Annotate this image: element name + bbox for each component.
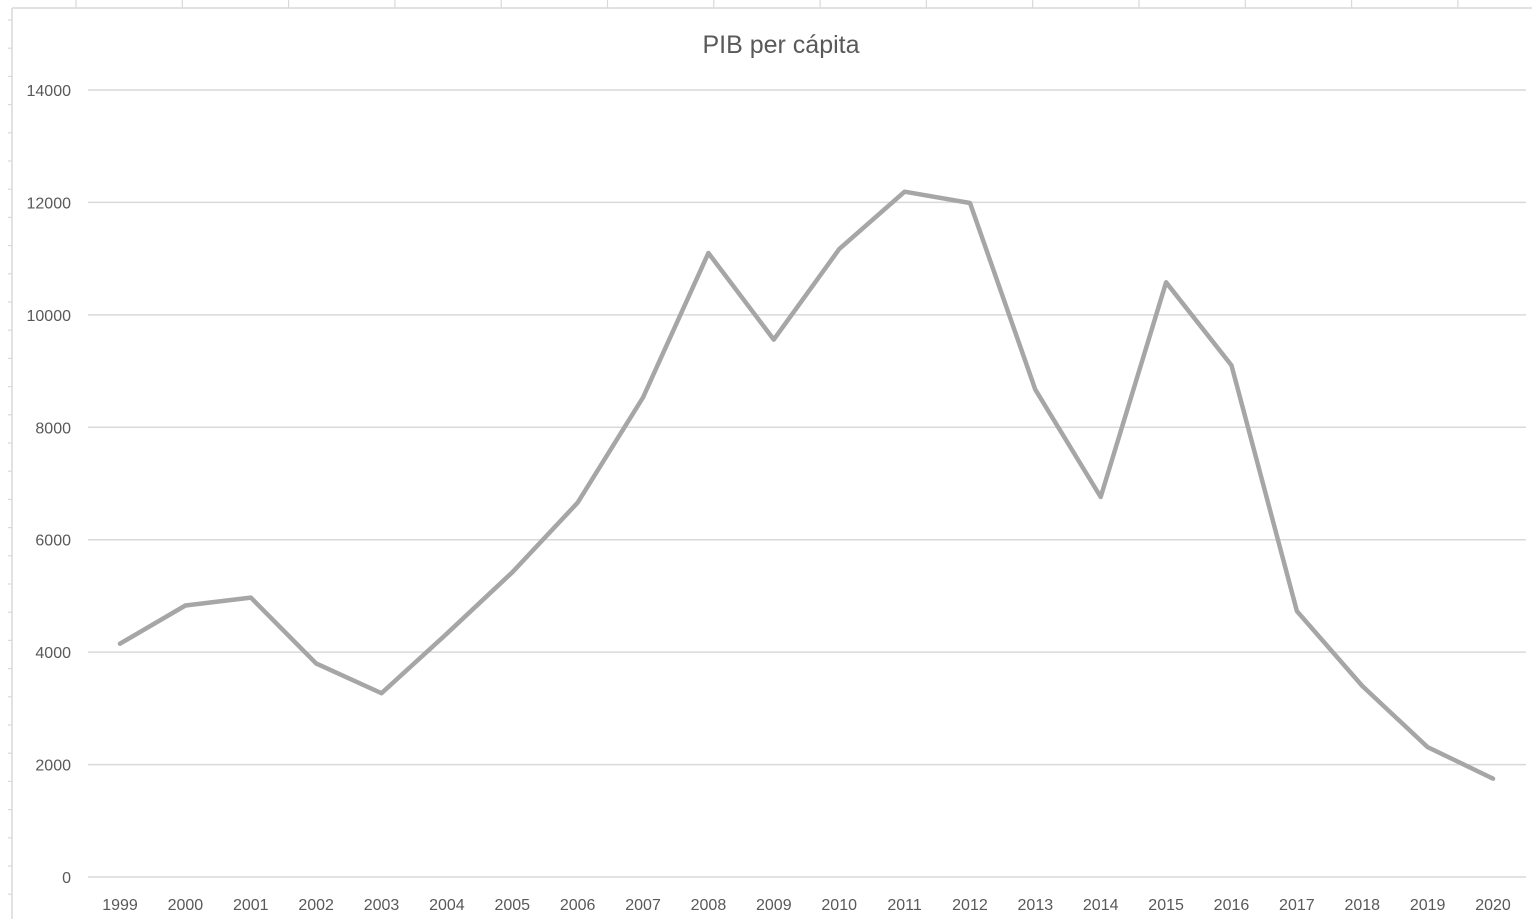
x-tick-label: 2002	[298, 897, 334, 914]
x-tick-label: 2017	[1279, 897, 1315, 914]
x-tick-label: 1999	[102, 897, 138, 914]
x-tick-label: 2008	[691, 897, 727, 914]
x-tick-label: 2015	[1148, 897, 1184, 914]
x-tick-label: 2012	[952, 897, 988, 914]
x-tick-label: 2010	[821, 897, 857, 914]
y-tick-label: 2000	[35, 758, 71, 775]
chart-title: PIB per cápita	[702, 31, 859, 59]
x-tick-label: 2009	[756, 897, 792, 914]
chart-frame	[8, 0, 1532, 919]
x-tick-label: 2006	[560, 897, 596, 914]
x-tick-label: 2005	[494, 897, 530, 914]
y-tick-label: 4000	[35, 645, 71, 662]
y-tick-label: 6000	[35, 533, 71, 550]
x-tick-label: 2001	[233, 897, 269, 914]
series-line-0	[117, 189, 1496, 781]
x-tick-label: 2003	[364, 897, 400, 914]
series-lines	[117, 189, 1496, 781]
x-axis-tick-labels: 1999 2000 2001 2002 2003 2004 2005 2006 2007 2008…	[102, 897, 1511, 914]
y-tick-label: 12000	[27, 195, 72, 212]
x-tick-label: 2011	[887, 897, 922, 914]
x-tick-label: 2014	[1083, 897, 1119, 914]
x-tick-label: 2013	[1018, 897, 1054, 914]
x-tick-label: 2004	[429, 897, 465, 914]
x-tick-label: 2019	[1410, 897, 1446, 914]
y-tick-label: 0	[62, 870, 71, 887]
x-tick-label: 2018	[1344, 897, 1380, 914]
y-axis-tick-labels: 0 2000 4000 6000 8000 10000 12000 14000	[27, 83, 72, 887]
x-tick-label: 2016	[1214, 897, 1250, 914]
y-tick-label: 10000	[27, 308, 72, 325]
gridlines	[88, 89, 1526, 878]
x-tick-label: 2020	[1475, 897, 1511, 914]
y-tick-label: 14000	[27, 83, 72, 100]
y-tick-label: 8000	[35, 420, 71, 437]
x-tick-label: 2000	[168, 897, 204, 914]
x-tick-label: 2007	[625, 897, 661, 914]
